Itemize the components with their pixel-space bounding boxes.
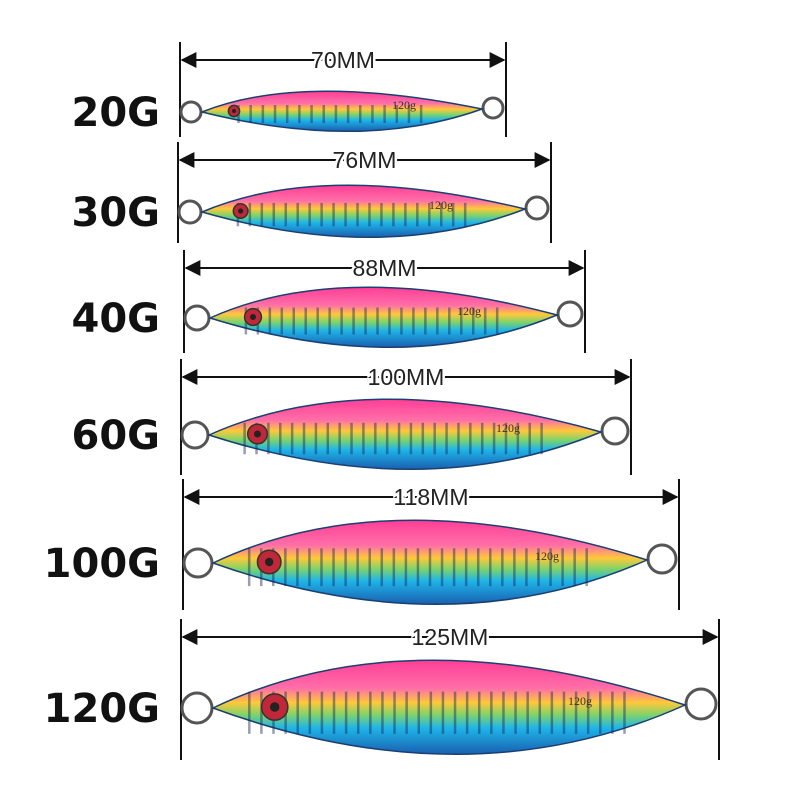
weight-label: 120G bbox=[44, 686, 160, 732]
split-ring bbox=[684, 687, 718, 721]
lure-marking: 120g bbox=[429, 198, 453, 212]
weight-label: 40G bbox=[72, 296, 161, 342]
lure-marking: 120g bbox=[535, 549, 559, 563]
length-label: 88MM bbox=[353, 255, 417, 281]
pupil bbox=[265, 557, 274, 567]
lure-body bbox=[207, 286, 560, 348]
split-ring bbox=[600, 416, 630, 446]
split-ring bbox=[182, 547, 214, 579]
lure-row: 20G 70MM 120g bbox=[72, 42, 507, 137]
split-ring bbox=[179, 100, 203, 124]
lure-row: 30G 76MM 120g bbox=[72, 142, 552, 243]
pupil bbox=[270, 702, 280, 712]
length-label: 76MM bbox=[333, 147, 397, 173]
pupil bbox=[238, 208, 244, 214]
lure-row: 40G 88MM 120g bbox=[72, 250, 586, 353]
lure-row: 120G 125MM 120g bbox=[44, 619, 720, 760]
lure-body bbox=[211, 659, 688, 755]
length-label: 125MM bbox=[412, 624, 489, 650]
split-ring bbox=[481, 96, 505, 120]
lure-row: 60G 100MM 120g bbox=[72, 359, 632, 475]
lure-body bbox=[199, 184, 528, 239]
lure-body bbox=[211, 519, 650, 605]
lure-marking: 120g bbox=[496, 421, 520, 435]
length-label: 100MM bbox=[368, 364, 445, 390]
split-ring bbox=[183, 304, 211, 332]
lure-body bbox=[199, 90, 485, 133]
length-label: 70MM bbox=[311, 47, 375, 73]
lure-marking: 120g bbox=[392, 98, 416, 112]
weight-label: 20G bbox=[72, 90, 161, 136]
split-ring bbox=[180, 420, 210, 450]
pupil bbox=[232, 109, 236, 113]
lure-row: 100G 118MM 120g bbox=[44, 479, 680, 610]
pupil bbox=[254, 430, 261, 438]
weight-label: 100G bbox=[44, 541, 160, 587]
split-ring bbox=[177, 199, 203, 225]
pupil bbox=[250, 314, 256, 320]
weight-label: 30G bbox=[72, 190, 161, 236]
lure-marking: 120g bbox=[457, 304, 481, 318]
split-ring bbox=[646, 543, 678, 575]
split-ring bbox=[556, 300, 584, 328]
lure-marking: 120g bbox=[568, 694, 592, 708]
split-ring bbox=[180, 691, 214, 725]
lure-body bbox=[206, 398, 604, 470]
weight-label: 60G bbox=[72, 413, 161, 459]
split-ring bbox=[524, 195, 550, 221]
length-label: 118MM bbox=[394, 484, 469, 510]
